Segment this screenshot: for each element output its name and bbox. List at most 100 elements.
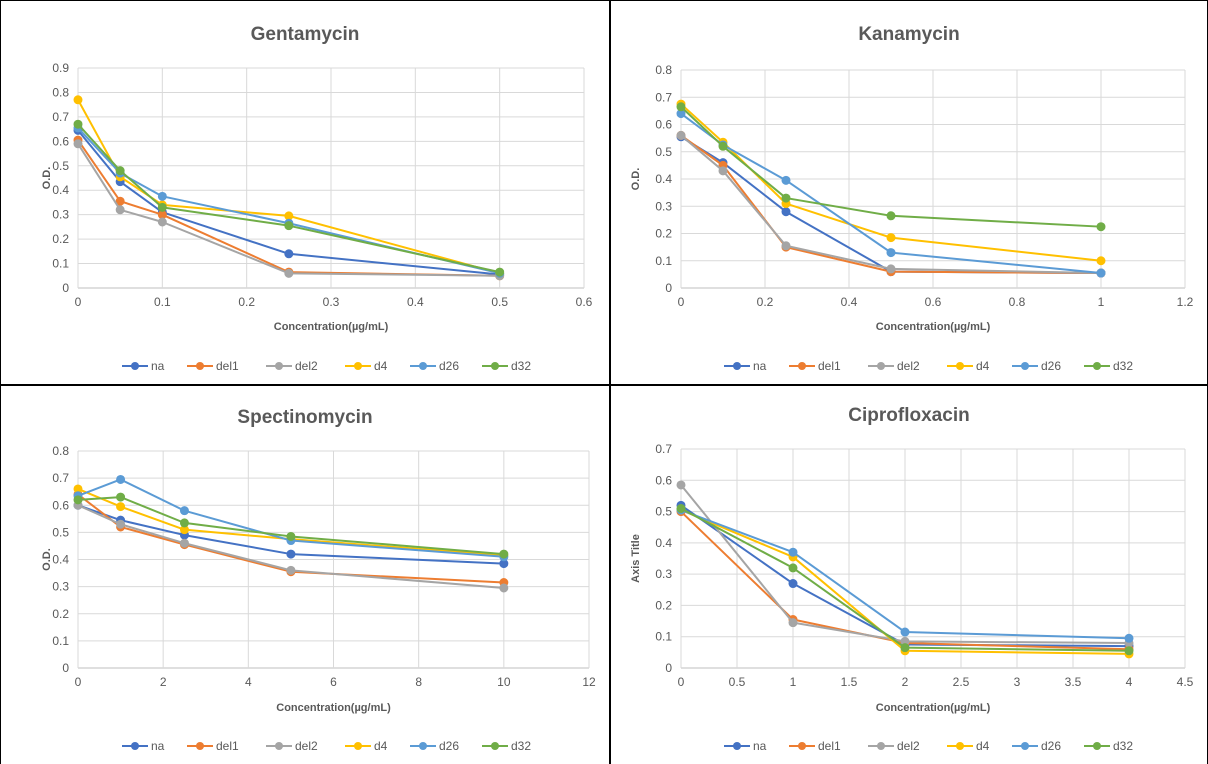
y-tick-label: 0.7 bbox=[52, 471, 69, 485]
chart-panel-spectinomycin: Spectinomycin 0 0.1 0.2 0.3 0.4 0.5 0.6 0.7 0.8 0 2… bbox=[0, 385, 610, 764]
data-point-d32 bbox=[73, 119, 83, 129]
x-tick-label: 1 bbox=[790, 675, 797, 689]
data-point-d32 bbox=[676, 102, 686, 112]
legend-marker-d4 bbox=[354, 742, 362, 750]
y-tick-label: 0 bbox=[665, 281, 672, 295]
y-tick-label: 0.3 bbox=[52, 580, 69, 594]
data-point-d26 bbox=[116, 474, 126, 484]
chart-panel-gentamycin: Gentamycin 0 0.1 0.2 0.3 0.4 0.5 0.6 0.7 0.8 0.9 0 0… bbox=[0, 0, 610, 385]
chart-kanamycin: Kanamycin 0 0.1 0.2 0.3 0.4 0.5 0.6 0.7 0.8 0 0.2 0.… bbox=[630, 24, 1194, 373]
x-tick-label: 10 bbox=[497, 675, 511, 689]
legend-label-d4: d4 bbox=[374, 739, 388, 753]
data-point-del2 bbox=[676, 130, 686, 140]
data-point-del2 bbox=[676, 480, 686, 490]
legend-label-del2: del2 bbox=[295, 359, 318, 373]
data-point-d32 bbox=[1096, 222, 1106, 232]
x-tick-label: 0.2 bbox=[238, 295, 255, 309]
x-tick-label: 0.3 bbox=[323, 295, 340, 309]
legend-label-na: na bbox=[753, 359, 767, 373]
data-point-na bbox=[788, 579, 798, 589]
data-point-d4 bbox=[116, 502, 126, 512]
legend-label-d32: d32 bbox=[511, 739, 531, 753]
data-point-na bbox=[286, 549, 296, 559]
y-tick-label: 0.5 bbox=[655, 505, 672, 519]
data-point-d4 bbox=[1096, 256, 1106, 266]
x-axis-title: Concentration(µg/mL) bbox=[876, 321, 991, 333]
x-tick-label: 6 bbox=[330, 675, 337, 689]
series-line-d26 bbox=[77, 478, 504, 558]
data-point-d32 bbox=[676, 503, 686, 513]
data-point-d32 bbox=[73, 495, 83, 505]
y-tick-label: 0.2 bbox=[655, 598, 672, 612]
legend-label-d26: d26 bbox=[439, 739, 459, 753]
y-tick-label: 0.1 bbox=[655, 630, 672, 644]
legend-label-del1: del1 bbox=[216, 359, 239, 373]
x-tick-label: 0.8 bbox=[1009, 295, 1026, 309]
series-line-d32 bbox=[680, 507, 1130, 652]
legend-marker-d26 bbox=[419, 742, 427, 750]
chart-title: Gentamycin bbox=[251, 24, 360, 45]
y-tick-label: 0.3 bbox=[655, 567, 672, 581]
panel-divider-vertical bbox=[609, 0, 611, 764]
data-point-d26 bbox=[900, 627, 910, 637]
legend-label-d32: d32 bbox=[1113, 359, 1133, 373]
y-tick-label: 0.8 bbox=[52, 85, 69, 99]
chart-title: Spectinomycin bbox=[237, 407, 372, 428]
data-point-d32 bbox=[286, 531, 296, 541]
y-tick-label: 0.2 bbox=[52, 607, 69, 621]
legend-label-d26: d26 bbox=[1041, 739, 1061, 753]
y-tick-label: 0.8 bbox=[655, 63, 672, 77]
series-line-d4 bbox=[77, 488, 504, 557]
legend-label-del1: del1 bbox=[818, 739, 841, 753]
x-tick-label: 0.5 bbox=[491, 295, 508, 309]
data-point-d4 bbox=[284, 211, 294, 221]
chart-gentamycin: Gentamycin 0 0.1 0.2 0.3 0.4 0.5 0.6 0.7 0.8 0.9 0 0… bbox=[41, 24, 593, 373]
y-tick-label: 0.8 bbox=[52, 444, 69, 458]
chart-title: Kanamycin bbox=[858, 24, 959, 45]
legend-marker-d32 bbox=[491, 362, 499, 370]
data-point-d26 bbox=[788, 547, 798, 557]
legend-label-del1: del1 bbox=[216, 739, 239, 753]
y-tick-label: 0.5 bbox=[52, 525, 69, 539]
data-point-d32 bbox=[284, 221, 294, 231]
legend-marker-del1 bbox=[798, 362, 806, 370]
y-tick-label: 0.4 bbox=[655, 172, 672, 186]
data-point-d32 bbox=[900, 643, 910, 653]
chart-ciprofloxacin: Ciprofloxacin 0 0.1 0.2 0.3 0.4 0.5 0.6 0.7 0 0.5 1… bbox=[630, 405, 1194, 753]
y-tick-label: 0 bbox=[62, 661, 69, 675]
legend-label-d32: d32 bbox=[1113, 739, 1133, 753]
y-tick-label: 0.6 bbox=[655, 473, 672, 487]
y-tick-label: 0.2 bbox=[655, 227, 672, 241]
y-tick-label: 0.2 bbox=[52, 232, 69, 246]
legend-label-d4: d4 bbox=[976, 739, 990, 753]
legend-marker-na bbox=[733, 742, 741, 750]
legend-marker-del2 bbox=[877, 362, 885, 370]
series-line-del2 bbox=[680, 484, 1130, 644]
x-tick-label: 2 bbox=[902, 675, 909, 689]
legend-marker-d26 bbox=[419, 362, 427, 370]
x-tick-label: 3 bbox=[1014, 675, 1021, 689]
legend-label-del2: del2 bbox=[897, 739, 920, 753]
legend-label-d4: d4 bbox=[374, 359, 388, 373]
data-point-d32 bbox=[886, 211, 896, 221]
legend-label-del1: del1 bbox=[818, 359, 841, 373]
legend-label-d32: d32 bbox=[511, 359, 531, 373]
y-axis-title: O.D. bbox=[41, 548, 53, 571]
y-tick-label: 0.1 bbox=[52, 257, 69, 271]
chart-panel-kanamycin: Kanamycin 0 0.1 0.2 0.3 0.4 0.5 0.6 0.7 0.8 0 0.2 0.… bbox=[610, 0, 1208, 385]
data-point-del2 bbox=[788, 618, 798, 628]
panel-divider-horizontal bbox=[0, 384, 1208, 386]
data-point-d32 bbox=[788, 563, 798, 573]
legend-label-d26: d26 bbox=[1041, 359, 1061, 373]
legend-marker-del1 bbox=[196, 742, 204, 750]
data-point-d26 bbox=[157, 191, 167, 201]
data-point-d4 bbox=[73, 95, 83, 105]
y-axis-title: O.D. bbox=[41, 167, 53, 190]
data-point-del2 bbox=[499, 583, 509, 593]
legend-marker-del2 bbox=[275, 362, 283, 370]
legend-label-na: na bbox=[753, 739, 767, 753]
data-point-d26 bbox=[1096, 268, 1106, 278]
x-tick-label: 4 bbox=[245, 675, 252, 689]
x-tick-label: 0.6 bbox=[925, 295, 942, 309]
y-tick-label: 0.6 bbox=[655, 118, 672, 132]
